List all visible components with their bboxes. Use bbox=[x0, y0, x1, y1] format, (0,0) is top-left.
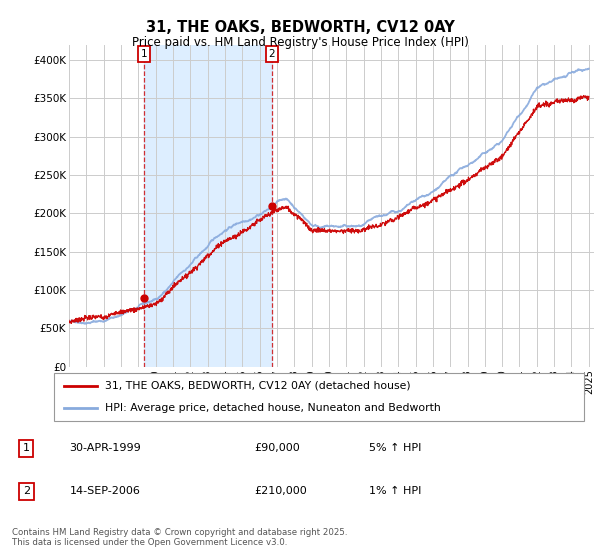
Text: Contains HM Land Registry data © Crown copyright and database right 2025.
This d: Contains HM Land Registry data © Crown c… bbox=[12, 528, 347, 547]
Text: 1: 1 bbox=[141, 49, 148, 59]
Text: 1: 1 bbox=[23, 443, 30, 453]
Text: Price paid vs. HM Land Registry's House Price Index (HPI): Price paid vs. HM Land Registry's House … bbox=[131, 36, 469, 49]
Text: 2: 2 bbox=[269, 49, 275, 59]
FancyBboxPatch shape bbox=[53, 374, 584, 421]
Text: 30-APR-1999: 30-APR-1999 bbox=[70, 443, 142, 453]
Text: HPI: Average price, detached house, Nuneaton and Bedworth: HPI: Average price, detached house, Nune… bbox=[105, 403, 440, 413]
Bar bbox=[144, 45, 272, 367]
Text: 5% ↑ HPI: 5% ↑ HPI bbox=[369, 443, 421, 453]
Text: 14-SEP-2006: 14-SEP-2006 bbox=[70, 486, 140, 496]
Text: 31, THE OAKS, BEDWORTH, CV12 0AY: 31, THE OAKS, BEDWORTH, CV12 0AY bbox=[146, 20, 454, 35]
Text: 1% ↑ HPI: 1% ↑ HPI bbox=[369, 486, 421, 496]
Text: £90,000: £90,000 bbox=[254, 443, 299, 453]
Text: £210,000: £210,000 bbox=[254, 486, 307, 496]
Text: 31, THE OAKS, BEDWORTH, CV12 0AY (detached house): 31, THE OAKS, BEDWORTH, CV12 0AY (detach… bbox=[105, 381, 410, 391]
Text: 2: 2 bbox=[23, 486, 30, 496]
